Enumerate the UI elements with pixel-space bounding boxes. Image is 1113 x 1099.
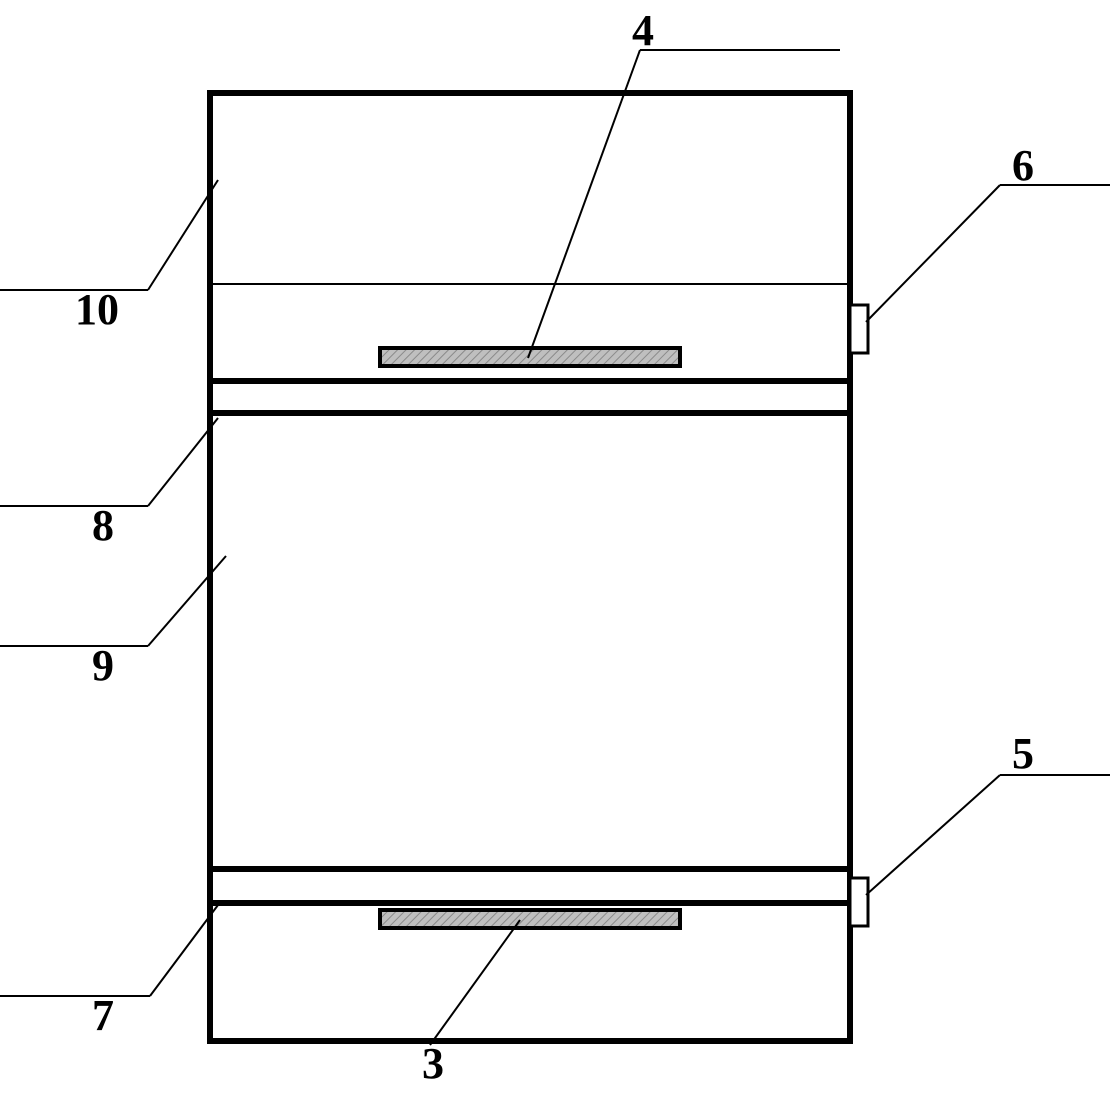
lower-hatched-bar <box>380 910 680 928</box>
callout-label-8: 8 <box>92 501 114 550</box>
callout-label-10: 10 <box>75 285 119 334</box>
canvas-bg <box>0 0 1113 1099</box>
callout-label-4: 4 <box>632 6 654 55</box>
callout-label-7: 7 <box>92 991 114 1040</box>
callout-label-9: 9 <box>92 641 114 690</box>
callout-label-3: 3 <box>422 1039 444 1088</box>
callout-label-5: 5 <box>1012 729 1034 778</box>
lower-side-tab <box>850 878 868 926</box>
callout-label-6: 6 <box>1012 141 1034 190</box>
upper-side-tab <box>850 305 868 353</box>
